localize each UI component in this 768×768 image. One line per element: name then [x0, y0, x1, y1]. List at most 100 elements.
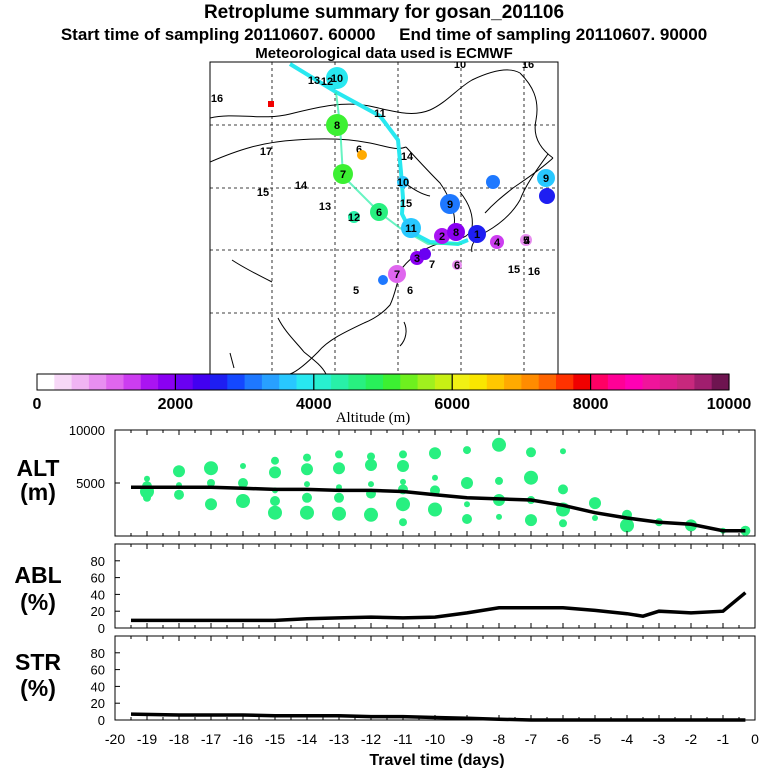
y-tick-label: 20 [91, 604, 105, 619]
colorbar-swatch [469, 374, 488, 390]
alt-scatter-point [240, 463, 246, 469]
alt-scatter-point [364, 507, 378, 522]
plume-day-label: 15 [400, 198, 412, 210]
colorbar-swatch [607, 374, 626, 390]
colorbar-swatch [434, 374, 453, 390]
plume-day-label: 4 [524, 235, 531, 247]
alt-scatter-point [365, 459, 377, 471]
x-tick-label: -18 [169, 731, 189, 747]
y-tick-label: 60 [91, 571, 105, 586]
alt-scatter-point [399, 518, 407, 527]
abl-axis-label: ABL [14, 562, 61, 588]
plume-day-label: 2 [439, 231, 445, 243]
alt-scatter-point [589, 497, 601, 510]
colorbar-tick-label: 4000 [296, 396, 332, 413]
taiwan-coastline [399, 321, 407, 347]
str-line [130, 712, 746, 722]
alt-scatter-point [236, 494, 250, 508]
colorbar-swatch [192, 374, 211, 390]
plume-cluster-marker [326, 114, 348, 136]
alt-panel: 5000 10000 [69, 423, 756, 537]
alt-scatter-point [463, 446, 471, 455]
colorbar-swatch [642, 374, 661, 390]
plume-day-label: 11 [405, 223, 417, 235]
plume-cluster-marker [378, 275, 388, 285]
plume-day-label: 4 [494, 237, 501, 249]
alt-scatter-point [303, 453, 311, 462]
abl-axis-unit: (%) [20, 589, 56, 615]
colorbar-swatch [365, 374, 384, 390]
colorbar-tick-label: 6000 [434, 396, 470, 413]
x-tick-label: -15 [265, 731, 285, 747]
plume-day-label: 6 [376, 207, 382, 219]
x-tick-label: -11 [393, 731, 412, 747]
y-tick-label: 5000 [76, 476, 105, 491]
colorbar-swatch [54, 374, 73, 390]
colorbar-swatch [227, 374, 246, 390]
plume-day-label: 7 [394, 269, 400, 281]
coastline [519, 72, 554, 159]
plume-day-label: 9 [543, 173, 549, 185]
str-axis-label: STR [15, 649, 61, 675]
colorbar-swatch [556, 374, 574, 390]
border-line [210, 69, 521, 119]
alt-scatter-point [397, 460, 409, 472]
colorbar-swatch [573, 374, 592, 390]
start-time-label: Start time of sampling 20110607. 60000 [60, 25, 376, 44]
plume-cluster-marker [357, 150, 367, 160]
colorbar-tick-label: 0 [33, 396, 42, 413]
indochina-coast [277, 317, 327, 374]
plume-day-label: 7 [340, 169, 346, 181]
map-graticule [210, 62, 558, 374]
plume-cluster-marker [388, 265, 406, 283]
x-axis-label: Travel time (days) [369, 752, 504, 768]
x-tick-label: -6 [557, 731, 570, 747]
alt-scatter-point [238, 478, 248, 488]
colorbar-swatch [659, 374, 678, 390]
alt-scatter-point [271, 456, 279, 465]
str-frame [114, 635, 756, 721]
plume-day-label: 16 [522, 59, 534, 71]
alt-scatter-point [367, 452, 375, 461]
colorbar-tick-label: 8000 [573, 396, 609, 413]
alt-scatter-point [428, 502, 442, 517]
plume-day-label: 16 [528, 266, 540, 278]
colorbar-swatch [417, 374, 436, 390]
plume-day-label: 15 [508, 264, 520, 276]
plume-cluster-marker [486, 175, 500, 189]
plume-day-label: 7 [429, 259, 435, 271]
alt-scatter-point [302, 492, 312, 503]
alt-scatter-point [205, 498, 217, 511]
alt-scatter-point [592, 515, 598, 521]
alt-y-axis: 5000 10000 [69, 423, 756, 536]
colorbar-swatch [348, 374, 367, 390]
plume-day-label: 8 [453, 227, 459, 239]
alt-scatter-point [495, 476, 503, 485]
plume-day-label: 1 [474, 229, 480, 241]
alt-scatter-point [492, 437, 506, 452]
plume-cluster-marker [370, 203, 388, 221]
plume-cluster-marker [440, 194, 460, 214]
abl-line [131, 591, 747, 623]
alt-scatter-point [333, 462, 345, 475]
plume-day-label: 6 [407, 285, 413, 297]
x-tick-label: -9 [461, 731, 474, 747]
colorbar-swatch [244, 374, 263, 390]
alt-scatter-point [560, 448, 566, 455]
alt-scatter-point [204, 461, 218, 476]
x-tick-label: -7 [525, 731, 538, 747]
colorbar-swatch [313, 374, 332, 390]
y-tick-label: 0 [98, 713, 105, 728]
plume-day-label: 12 [348, 212, 360, 224]
colorbar-swatch [677, 374, 695, 390]
colorbar-swatch [158, 374, 176, 390]
plume-cluster-marker [468, 225, 486, 243]
plume-day-label: 12 [321, 76, 333, 88]
colorbar-swatch [71, 374, 90, 390]
plume-day-label: 10 [397, 177, 409, 189]
plume-day-label: 16 [211, 93, 223, 105]
colorbar-swatch [521, 374, 540, 390]
